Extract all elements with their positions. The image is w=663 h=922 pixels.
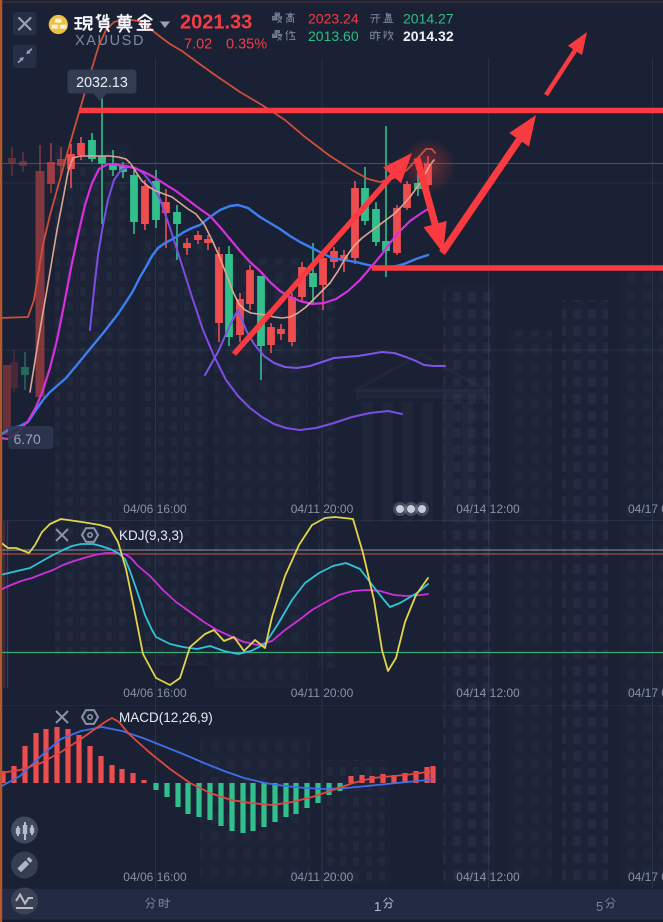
svg-text:04/14 12:00: 04/14 12:00 [456,502,520,516]
svg-text:04/17 08:00: 04/17 08:00 [628,686,663,700]
svg-text:04/14 12:00: 04/14 12:00 [456,686,520,700]
svg-text:2014.27: 2014.27 [403,11,454,27]
svg-text:2032.13: 2032.13 [76,75,128,91]
svg-text:04/06 16:00: 04/06 16:00 [123,502,187,516]
svg-text:04/11 20:00: 04/11 20:00 [291,870,354,884]
svg-text:04/06 16:00: 04/06 16:00 [123,686,187,700]
svg-text:7.02: 7.02 [184,37,212,53]
svg-text:0.35%: 0.35% [226,37,267,53]
svg-text:04/11 20:00: 04/11 20:00 [291,686,354,700]
svg-text:6.70: 6.70 [14,431,41,447]
svg-text:2021.33: 2021.33 [180,12,252,34]
svg-text:04/17 08:00: 04/17 08:00 [628,502,663,516]
svg-text:04/17 08:00: 04/17 08:00 [628,870,663,884]
svg-text:2013.60: 2013.60 [308,28,359,44]
svg-text:5: 5 [596,899,603,914]
svg-text:MACD(12,26,9): MACD(12,26,9) [119,710,213,725]
svg-text:XAUUSD: XAUUSD [75,33,145,49]
svg-text:2023.24: 2023.24 [308,11,359,27]
svg-text:KDJ(9,3,3): KDJ(9,3,3) [119,528,184,543]
svg-text:04/06 16:00: 04/06 16:00 [123,870,187,884]
svg-text:04/14 12:00: 04/14 12:00 [456,870,520,884]
svg-text:2014.32: 2014.32 [403,28,454,44]
svg-text:1: 1 [374,899,381,914]
svg-text:04/11 20:00: 04/11 20:00 [291,502,354,516]
